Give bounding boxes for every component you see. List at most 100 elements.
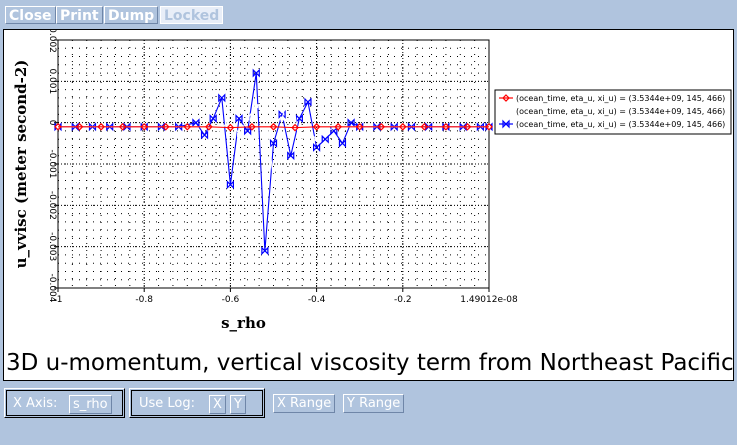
x-tick-label: 1.49012e-08 — [460, 295, 518, 305]
series-1-point — [54, 122, 62, 131]
series-1-point — [97, 122, 105, 131]
x-axis-select[interactable]: s_rho — [69, 395, 112, 414]
series-3-point — [175, 122, 183, 132]
x-axis-title: s_rho — [221, 314, 266, 332]
series-2-point — [305, 128, 310, 133]
use-log-group-frame — [131, 390, 263, 416]
series-3-point — [373, 122, 381, 132]
x-tick-label: -1 — [54, 295, 63, 305]
series-1-point — [291, 123, 299, 132]
series-2-point — [245, 116, 250, 121]
y-tick-label: -0.003 — [47, 232, 57, 261]
series-2-point — [262, 100, 267, 104]
dump-button[interactable]: Dump — [104, 6, 159, 24]
series-1-point — [485, 122, 493, 131]
series-3-point — [106, 122, 114, 132]
series-3-point — [157, 122, 166, 132]
series-2-point — [297, 141, 302, 146]
series-3-point — [338, 138, 347, 148]
legend-label-1: (ocean_time, eta_u, xi_u) = (3.5344e+09,… — [516, 94, 725, 103]
use-log-label: Use Log: — [139, 396, 196, 411]
series-3-point — [88, 122, 97, 132]
y-range-button[interactable]: Y Range — [343, 394, 405, 413]
print-button[interactable]: Print — [56, 6, 103, 24]
y-axis-title: u_vvisc (meter second-2) — [12, 60, 30, 269]
series-3-point — [218, 93, 226, 103]
series-3-point — [252, 68, 260, 78]
series-3-point — [476, 122, 484, 132]
series-3-point — [192, 118, 200, 128]
series-3-point — [235, 114, 243, 123]
series-2-point — [323, 128, 328, 133]
legend-box — [494, 89, 732, 135]
series-1-point — [269, 122, 278, 131]
series-2-point — [254, 104, 259, 109]
x-tick-label: -0.2 — [394, 295, 412, 305]
series-3-point — [407, 122, 416, 132]
legend-marker-1 — [502, 94, 510, 102]
series-3-point — [390, 122, 398, 132]
y-tick-label: 0.002 — [47, 30, 57, 53]
x-range-button[interactable]: X Range — [273, 394, 336, 413]
plot-panel: -1 -0.8 -0.6 -0.4 -0.2 1.49012e-08 -0.004 -0.00… — [3, 29, 734, 381]
series-1-point — [75, 122, 84, 131]
close-button[interactable]: Close — [5, 6, 56, 24]
x-tick-label: -0.4 — [308, 295, 326, 305]
series-1-point — [205, 122, 213, 131]
series-line-1 — [58, 126, 489, 129]
series-1-point — [334, 122, 342, 131]
series-2-point — [271, 178, 276, 183]
plot-area — [57, 39, 490, 289]
series-1-point — [140, 122, 149, 131]
x-tick-label: -0.6 — [222, 295, 240, 305]
series-1-point — [355, 122, 364, 131]
chart: -1 -0.8 -0.6 -0.4 -0.2 1.49012e-08 -0.004 -0.00… — [12, 30, 732, 332]
series-1-point — [420, 122, 429, 131]
series-3-point — [304, 97, 312, 107]
series-3-point — [321, 134, 329, 144]
series-3-point — [71, 122, 79, 132]
series-1-point — [398, 122, 407, 131]
series-1-point — [442, 122, 450, 131]
series-3-point — [209, 114, 217, 123]
y-tick-label: -0.001 — [47, 149, 57, 178]
series-2-point — [237, 133, 242, 138]
series-2-point — [288, 83, 293, 88]
legend-label-2: (ocean_time, eta_u, xi_u) = (3.5344e+09,… — [516, 107, 725, 116]
series-2-point — [314, 137, 319, 142]
series-2-point — [219, 128, 224, 133]
series-2-point — [228, 112, 233, 117]
x-tick-label: -0.8 — [135, 295, 153, 305]
series-1-point — [226, 123, 235, 132]
log-y-toggle[interactable]: Y — [230, 395, 246, 414]
series-1-point — [118, 122, 127, 131]
series-1-point — [463, 122, 472, 131]
series-1-point — [183, 122, 192, 131]
chart-title: 3D u-momentum, vertical viscosity term f… — [6, 350, 737, 376]
legend-label-3: (ocean_time, eta_u, xi_u) = (3.5344e+09,… — [516, 120, 725, 129]
log-x-toggle[interactable]: X — [209, 395, 226, 414]
x-axis-label: X Axis: — [13, 396, 58, 411]
series-3-point — [269, 138, 278, 148]
legend-marker-2 — [504, 109, 508, 113]
series-1-point — [312, 122, 321, 131]
series-3-point — [261, 246, 269, 256]
series-3-point — [200, 130, 209, 140]
series-3-point — [347, 118, 355, 128]
series-3-point — [459, 122, 467, 132]
y-tick-label: 0.001 — [47, 68, 57, 94]
series-2-point — [280, 116, 285, 121]
series-3-point — [226, 180, 234, 190]
series-1-point — [161, 122, 170, 131]
series-3-point — [313, 143, 321, 152]
use-log-group: Use Log: X Y — [129, 388, 265, 418]
y-tick-label: -0.004 — [47, 273, 57, 302]
series-1-point — [377, 122, 386, 131]
legend-marker-3 — [502, 119, 510, 129]
series-1-point — [248, 122, 256, 131]
x-axis-group: X Axis: s_rho — [4, 388, 125, 418]
locked-button[interactable]: Locked — [160, 6, 224, 24]
x-axis-group-frame — [6, 390, 123, 416]
y-tick-label: -0.002 — [47, 191, 57, 220]
y-tick-label: 0 — [47, 120, 57, 126]
